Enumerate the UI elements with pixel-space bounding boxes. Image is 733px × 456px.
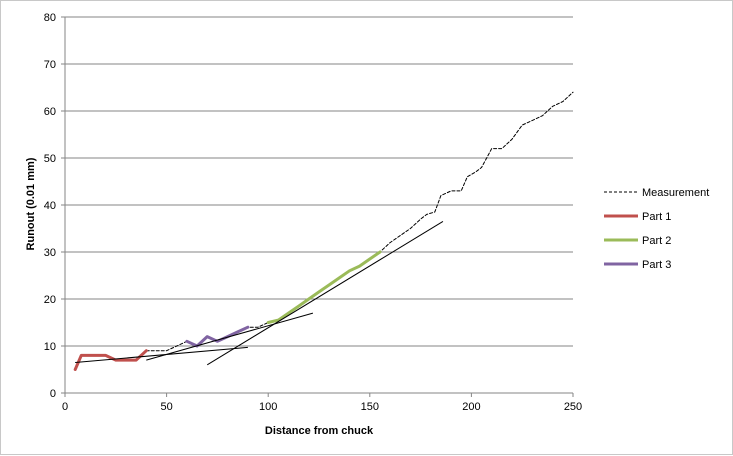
trendline bbox=[146, 312, 314, 361]
x-tick-label: 200 bbox=[462, 401, 480, 413]
x-tick-label: 50 bbox=[160, 401, 172, 413]
y-tick-label: 70 bbox=[44, 59, 56, 71]
legend-label-part-1: Part 1 bbox=[642, 211, 671, 223]
y-tick-label: 0 bbox=[50, 388, 56, 400]
series-group bbox=[73, 91, 574, 371]
series-line-part-3 bbox=[185, 325, 250, 348]
trendline bbox=[75, 346, 248, 363]
x-axis-title: Distance from chuck bbox=[265, 425, 374, 437]
series-line-measurement bbox=[74, 91, 574, 370]
y-axis-title: Runout (0.01 mm) bbox=[25, 157, 37, 250]
axes bbox=[61, 16, 574, 397]
y-tick-label: 30 bbox=[44, 247, 56, 259]
legend-label-part-2: Part 2 bbox=[642, 235, 671, 247]
series-line-part-2 bbox=[266, 250, 382, 324]
trendlines bbox=[75, 221, 444, 366]
y-tick-label: 80 bbox=[44, 12, 56, 24]
legend-label-measurement: Measurement bbox=[642, 187, 709, 199]
y-tick-label: 40 bbox=[44, 200, 56, 212]
x-tick-label: 250 bbox=[564, 401, 582, 413]
legend-label-part-3: Part 3 bbox=[642, 259, 671, 271]
series-line-part-1 bbox=[73, 349, 148, 371]
x-tick-label: 100 bbox=[259, 401, 277, 413]
y-tick-label: 20 bbox=[44, 294, 56, 306]
y-tick-label: 10 bbox=[44, 341, 56, 353]
y-tick-label: 60 bbox=[44, 106, 56, 118]
x-tick-label: 0 bbox=[62, 401, 68, 413]
x-tick-label: 150 bbox=[361, 401, 379, 413]
y-tick-label: 50 bbox=[44, 153, 56, 165]
tick-labels: 0 10 20 30 40 50 60 70 80 0 50 100 150 200 250 bbox=[44, 12, 582, 413]
gridlines bbox=[65, 16, 573, 347]
legend: Measurement Part 1 Part 2 Part 3 bbox=[604, 187, 709, 271]
trendline bbox=[206, 221, 444, 366]
